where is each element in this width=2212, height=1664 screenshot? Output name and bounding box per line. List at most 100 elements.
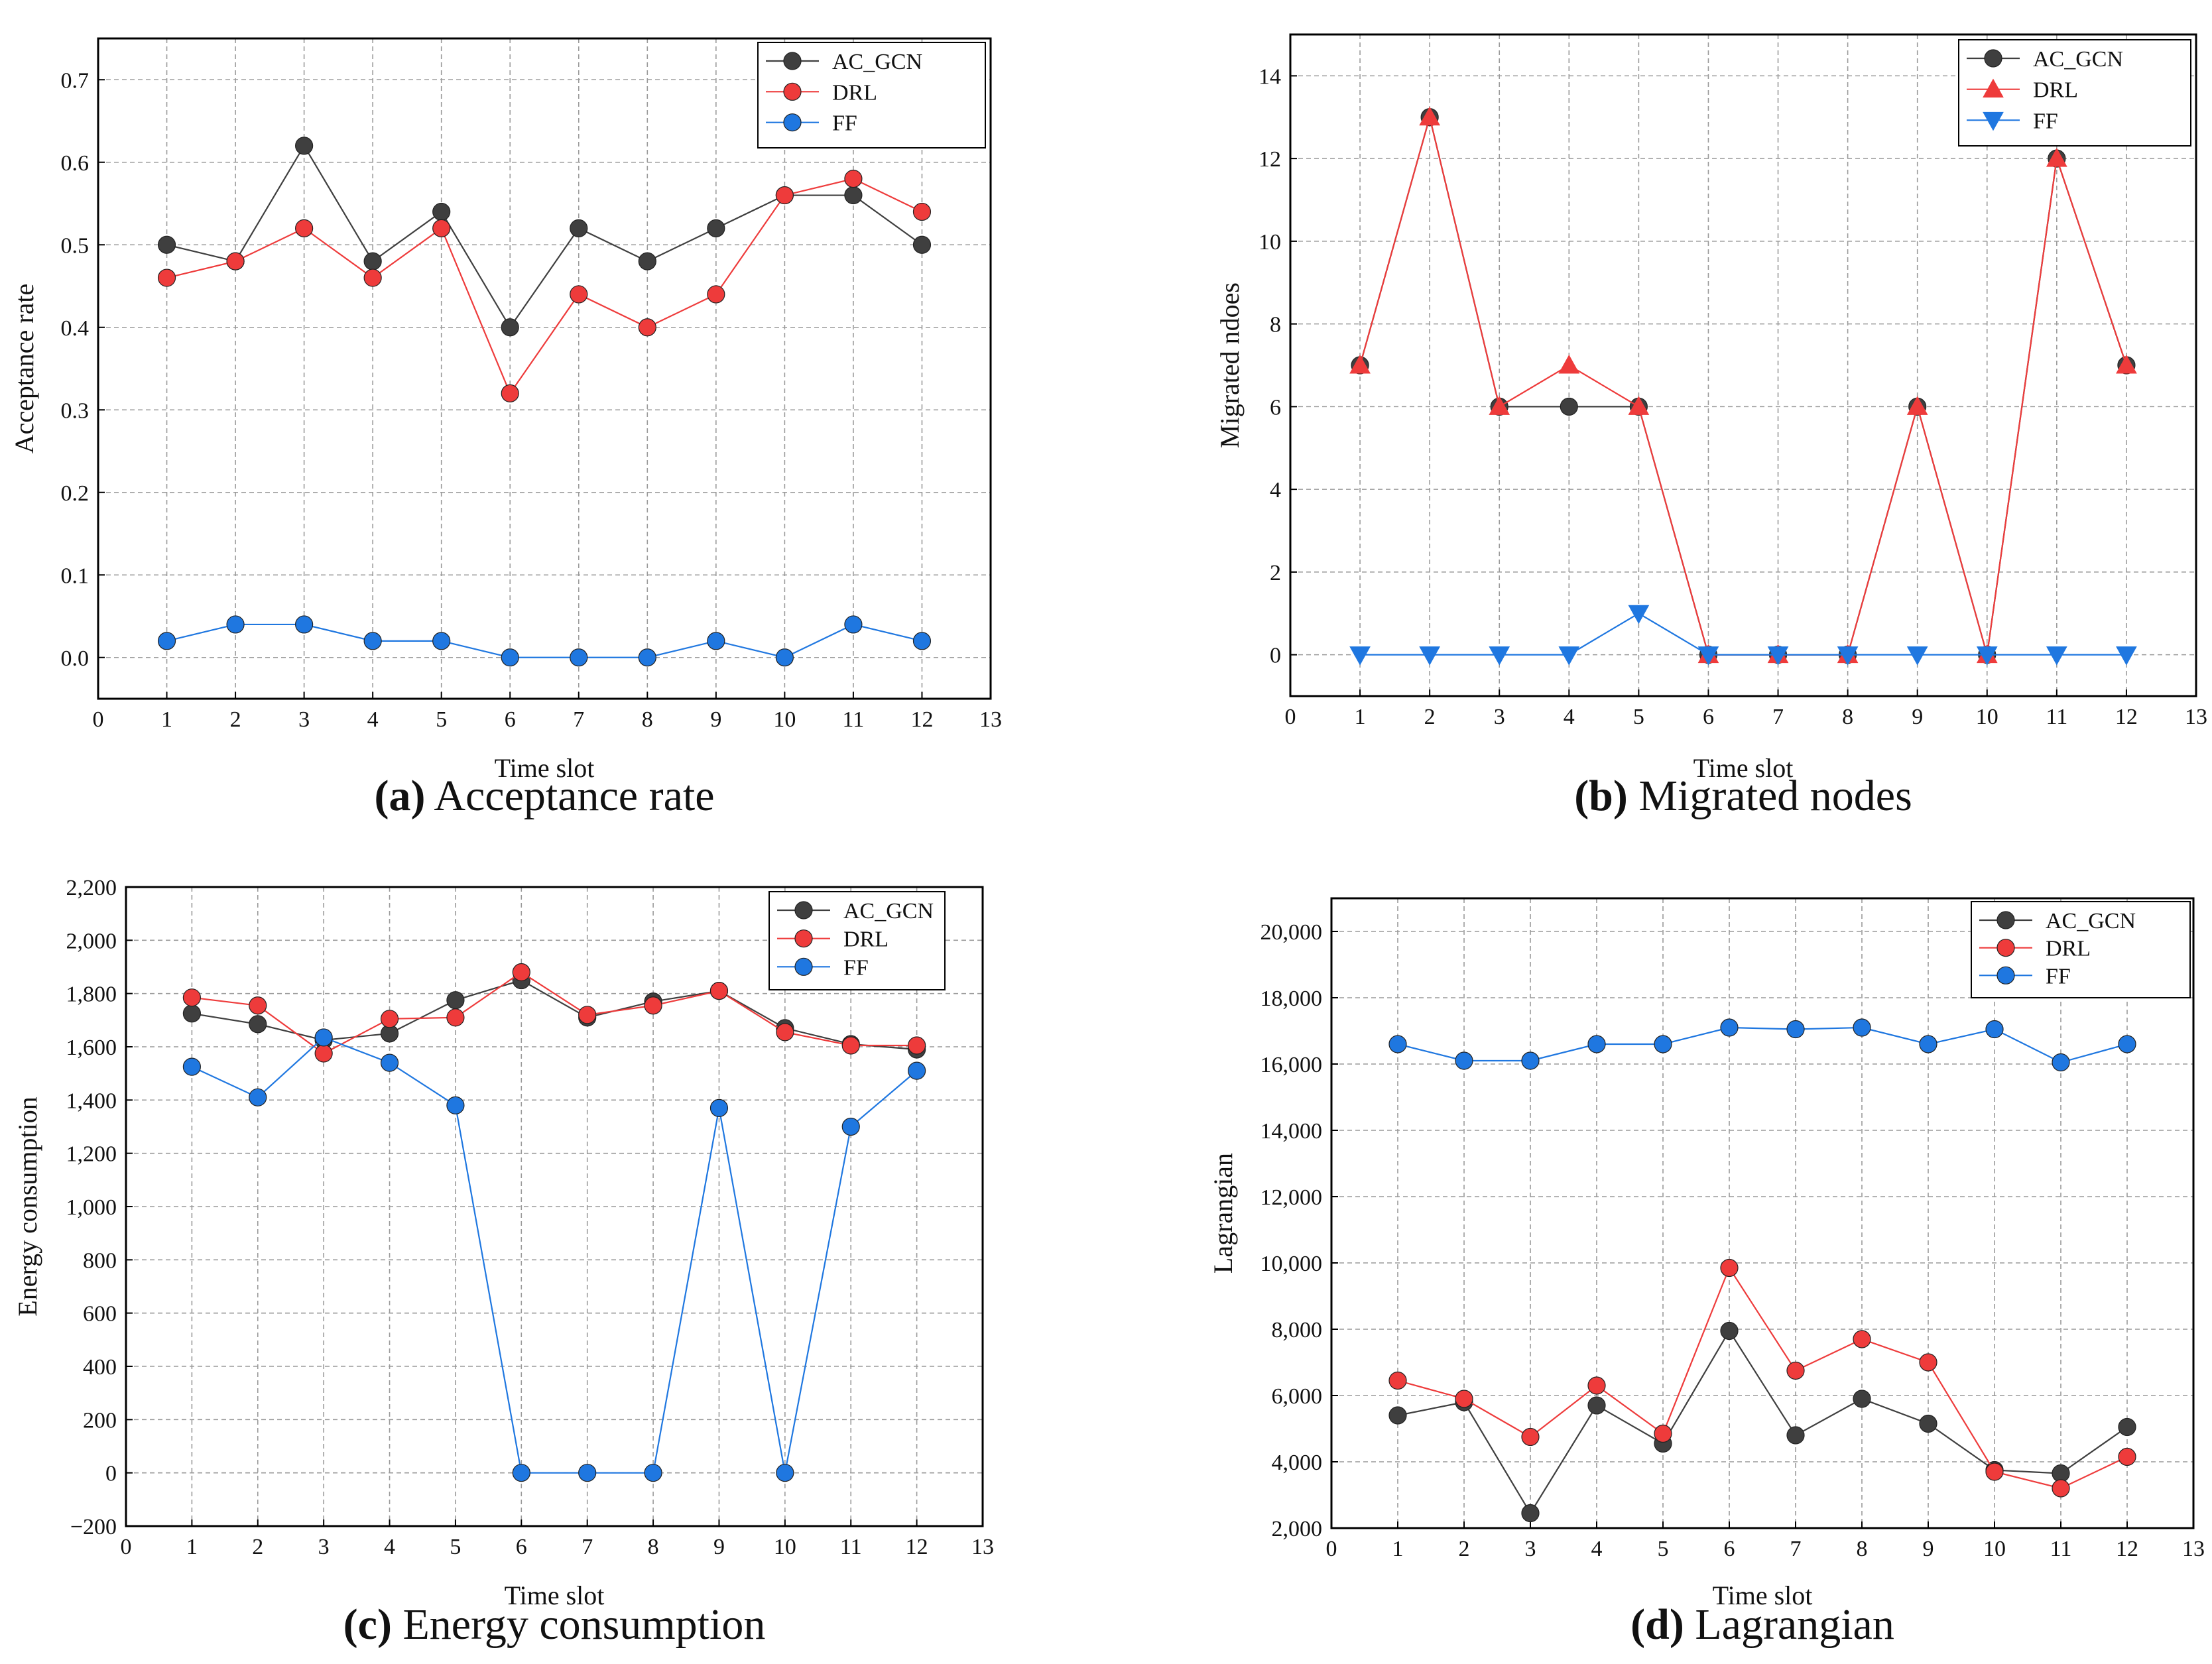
data-point (380, 1010, 399, 1028)
data-point (908, 1036, 926, 1055)
y-tick-label: 6,000 (1272, 1384, 1323, 1409)
data-point (707, 285, 725, 304)
x-tick-label: 13 (2182, 1537, 2205, 1561)
y-tick-label: 12 (1259, 147, 1281, 172)
y-tick-label: 1,400 (66, 1089, 117, 1113)
data-point (1349, 354, 1371, 374)
data-point (314, 1044, 333, 1063)
y-tick-label: 14 (1259, 64, 1281, 89)
series-line (192, 971, 917, 1055)
x-tick-label: 6 (516, 1535, 527, 1559)
legend-swatch-marker (794, 957, 813, 976)
series-drl (182, 963, 926, 1063)
y-tick-label: 1,200 (66, 1142, 117, 1167)
y-tick-label: 1,600 (66, 1036, 117, 1060)
data-point (314, 1028, 333, 1047)
legend-label: AC_GCN (2033, 47, 2123, 72)
caption-letter: (c) (343, 1600, 392, 1649)
legend-swatch-marker (1983, 78, 2004, 98)
data-point (1919, 1414, 1937, 1433)
legend-label: AC_GCN (2046, 909, 2136, 933)
x-axis-title: Time slot (495, 753, 595, 783)
x-tick-label: 11 (2050, 1537, 2072, 1561)
data-point (295, 219, 314, 237)
data-point (1455, 1051, 1473, 1070)
data-point (1521, 1051, 1540, 1070)
y-tick-label: 2,000 (1272, 1517, 1323, 1541)
data-point (707, 632, 725, 650)
x-tick-label: 0 (1326, 1537, 1337, 1561)
data-point (578, 1464, 597, 1482)
data-point (638, 648, 656, 667)
x-tick-label: 1 (161, 707, 172, 732)
data-point (912, 235, 932, 254)
series-line (166, 144, 923, 329)
x-tick-label: 12 (910, 707, 933, 732)
legend-swatch-marker (1997, 966, 2015, 984)
y-tick-label: −200 (70, 1515, 117, 1539)
data-point (249, 996, 267, 1015)
y-tick-label: 6 (1270, 395, 1281, 420)
data-point (363, 252, 382, 270)
data-point (1560, 397, 1578, 416)
data-point (1521, 1427, 1540, 1447)
panel-caption: (b) Migrated nodes (1574, 772, 1912, 820)
x-tick-label: 6 (1703, 705, 1714, 729)
legend-swatch-marker (794, 929, 813, 948)
data-point (501, 648, 519, 667)
y-tick-label: 10 (1259, 230, 1281, 255)
data-point (501, 384, 519, 402)
x-tick-label: 3 (298, 707, 310, 732)
data-point (1720, 1018, 1739, 1037)
data-point (512, 963, 530, 982)
data-point (844, 615, 863, 634)
data-point (1489, 646, 1510, 666)
y-tick-label: 0.0 (61, 646, 90, 671)
y-tick-label: 1,000 (66, 1195, 117, 1220)
legend-label: AC_GCN (832, 50, 922, 74)
data-point (226, 252, 245, 270)
data-point (363, 632, 382, 650)
x-tick-label: 3 (318, 1535, 330, 1559)
data-point (775, 648, 794, 667)
series-ff (1349, 605, 2137, 666)
data-point (1786, 1426, 1805, 1445)
x-tick-label: 1 (1392, 1537, 1404, 1561)
plot-frame (1289, 33, 2197, 697)
panel-caption: (d) Lagrangian (1630, 1600, 1894, 1649)
data-point (2052, 1053, 2070, 1072)
data-point (707, 219, 725, 237)
legend-label: DRL (832, 80, 877, 105)
legend: AC_GCN DRL FF (757, 42, 986, 149)
data-point (1455, 1390, 1473, 1408)
y-tick-label: 2 (1270, 561, 1281, 585)
y-tick-label: 20,000 (1260, 920, 1323, 945)
series-line (166, 623, 922, 658)
x-tick-label: 12 (906, 1535, 928, 1559)
x-tick-label: 5 (436, 707, 447, 732)
data-point (1654, 1424, 1672, 1443)
x-tick-label: 11 (2046, 705, 2067, 729)
data-point (249, 1088, 267, 1106)
panel-a: 0 1 2 3 4 5 6 7 8 9 10 11 12 130.00.10.20.30.40.50.60… (9, 37, 1002, 820)
data-point (1906, 396, 1928, 415)
caption-title: Migrated nodes (1628, 772, 1912, 820)
y-tick-label: 400 (83, 1355, 117, 1380)
series-line (1359, 114, 2127, 656)
data-point (446, 1008, 465, 1027)
x-tick-label: 2 (1459, 1537, 1470, 1561)
y-tick-label: 0.1 (61, 564, 90, 588)
data-point (1919, 1353, 1937, 1372)
x-tick-label: 8 (1857, 1537, 1868, 1561)
y-tick-label: 0.6 (61, 151, 90, 176)
data-point (1521, 1504, 1540, 1523)
data-point (776, 1023, 794, 1041)
data-point (1853, 1390, 1871, 1408)
x-tick-label: 4 (1564, 705, 1575, 729)
caption-title: Lagrangian (1684, 1600, 1894, 1649)
y-tick-label: 0.3 (61, 398, 90, 423)
data-point (157, 632, 176, 650)
legend-label: DRL (843, 927, 889, 952)
